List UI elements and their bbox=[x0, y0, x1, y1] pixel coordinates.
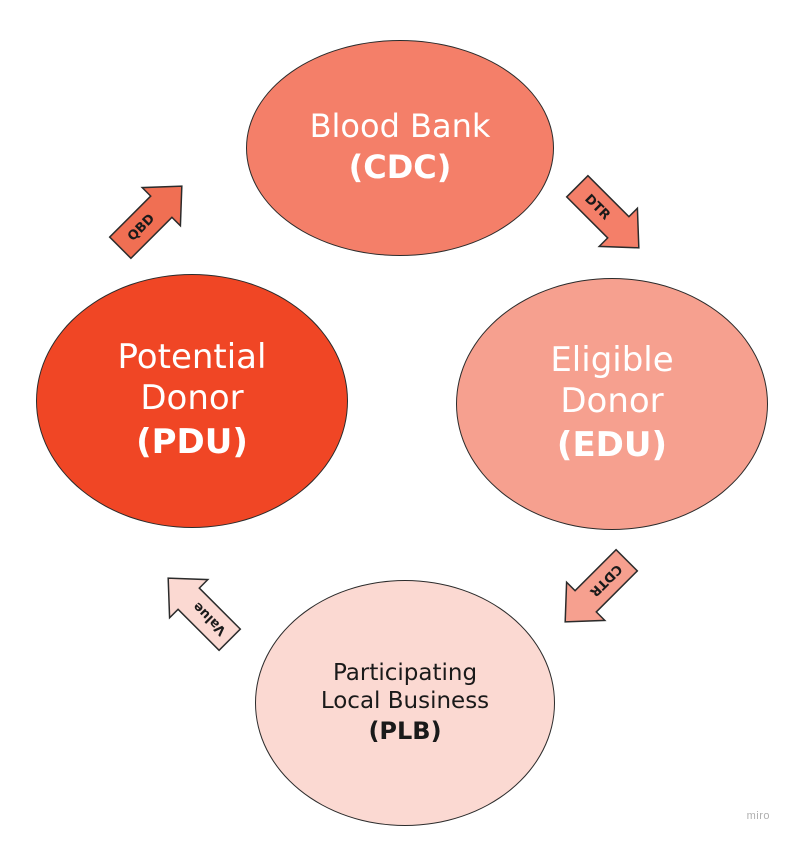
node-name-line: Participating bbox=[332, 659, 478, 686]
node-name-line: Potential bbox=[117, 336, 267, 377]
node-name-line: Donor bbox=[560, 381, 664, 422]
dtr-arrow-label: DTR bbox=[581, 192, 613, 224]
miro-watermark: miro bbox=[746, 810, 770, 822]
qbd-arrow-label: QBD bbox=[125, 211, 158, 244]
eligible-donor-node: Eligible Donor (EDU) bbox=[456, 278, 768, 530]
qbd-arrow-shape bbox=[108, 185, 183, 260]
value-arrow-label: Value bbox=[190, 599, 229, 638]
node-name-line: Eligible bbox=[550, 339, 674, 380]
blood-bank-node: Blood Bank (CDC) bbox=[246, 40, 554, 256]
node-abbreviation: (PLB) bbox=[368, 716, 442, 745]
potential-donor-node: Potential Donor (PDU) bbox=[36, 274, 348, 528]
cdtr-arrow-shape bbox=[564, 548, 639, 623]
node-abbreviation: (EDU) bbox=[556, 424, 668, 465]
node-name-line: Blood Bank bbox=[309, 106, 491, 145]
value-arrow-shape bbox=[167, 577, 242, 652]
node-name-line: Donor bbox=[140, 378, 244, 419]
dtr-arrow-shape bbox=[565, 174, 640, 249]
node-name-line: Local Business bbox=[320, 687, 490, 714]
cdtr-arrow-label: CDTR bbox=[586, 561, 624, 599]
node-abbreviation: (CDC) bbox=[348, 147, 452, 186]
participating-local-business-node: Participating Local Business (PLB) bbox=[255, 580, 555, 826]
node-abbreviation: (PDU) bbox=[136, 421, 248, 462]
